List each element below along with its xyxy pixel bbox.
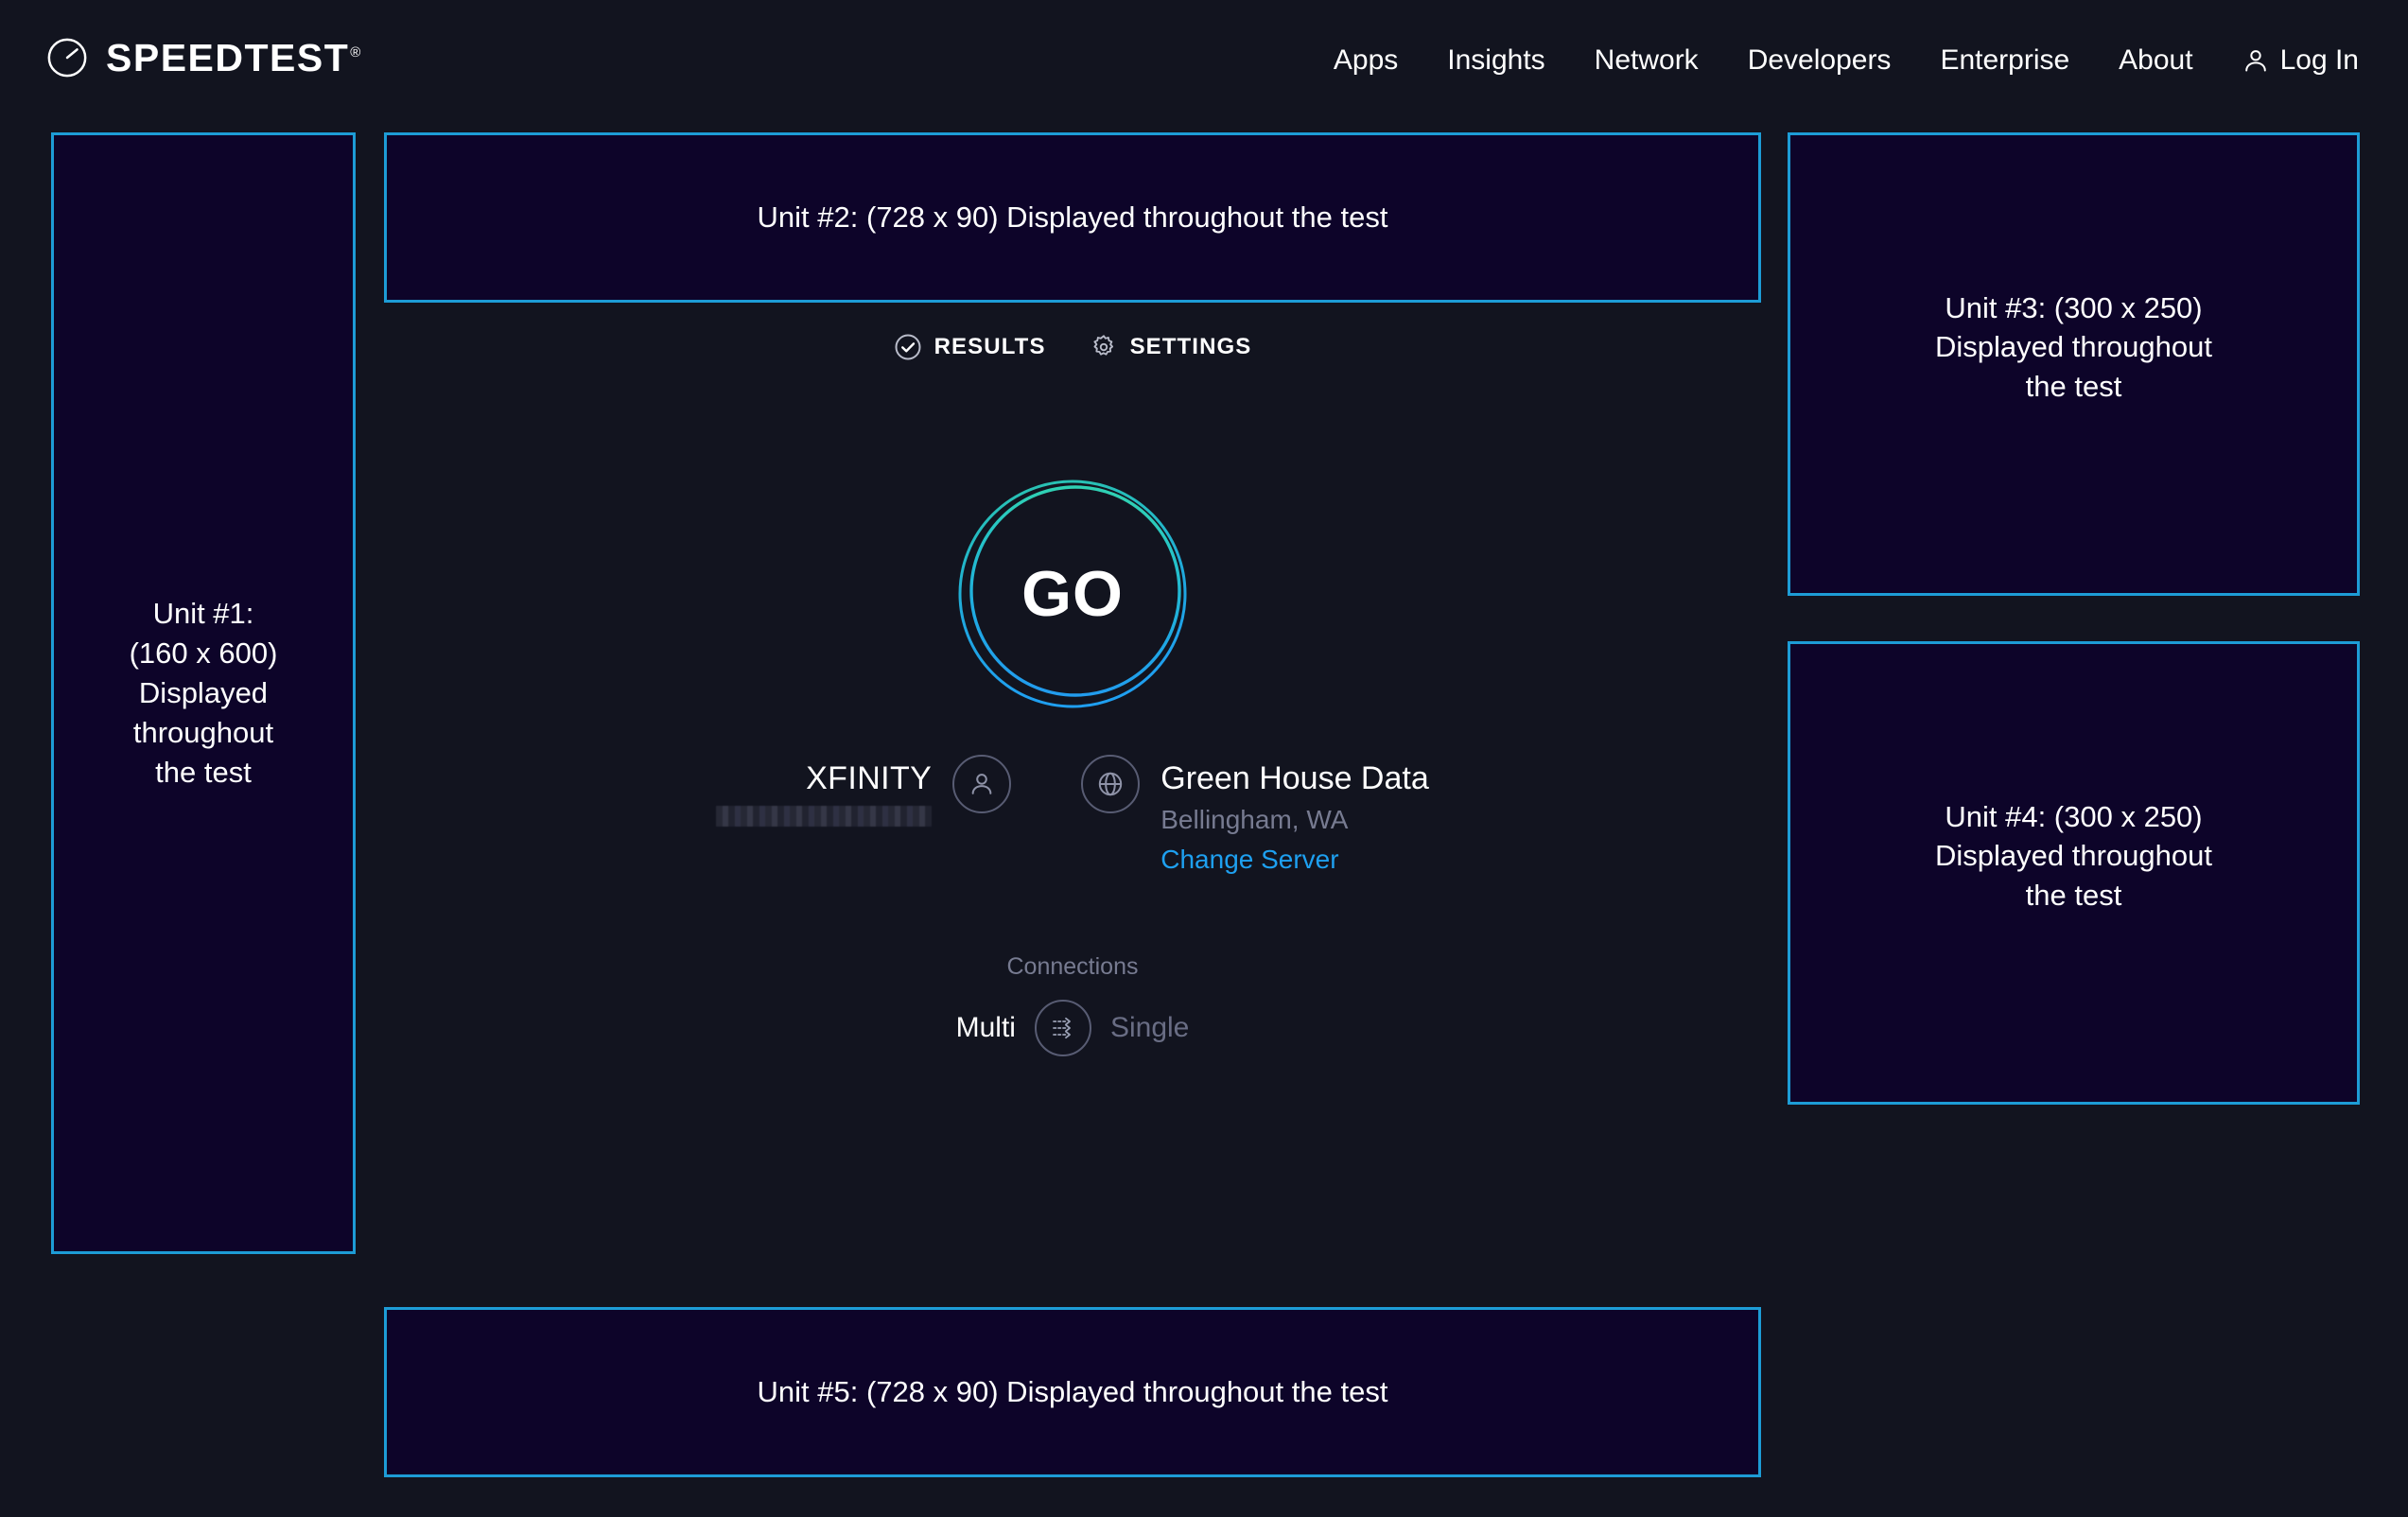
connections-single-option[interactable]: Single	[1109, 1012, 1190, 1043]
ad-unit-5[interactable]: Unit #5: (728 x 90) Displayed throughout…	[384, 1307, 1761, 1477]
main-navigation: Apps Insights Network Developers Enterpr…	[1309, 42, 2359, 79]
ad-unit-4[interactable]: Unit #4: (300 x 250) Displayed throughou…	[1788, 641, 2360, 1105]
action-row: RESULTS SETTINGS	[384, 333, 1761, 361]
connections-section: Connections Multi Sin	[384, 955, 1761, 1056]
ad-unit-1[interactable]: Unit #1: (160 x 600) Displayed throughou…	[51, 132, 356, 1254]
brand-wordmark-text: SPEEDTEST	[106, 35, 350, 79]
results-label: RESULTS	[934, 334, 1046, 359]
gear-icon	[1090, 333, 1118, 361]
server-block[interactable]: Green House Data Bellingham, WA Change S…	[1081, 755, 1429, 875]
isp-name: XFINITY	[806, 760, 933, 796]
speedometer-icon	[45, 36, 89, 79]
brand-wordmark: SPEEDTEST®	[106, 35, 361, 79]
login-label: Log In	[2279, 44, 2359, 76]
nav-item-network[interactable]: Network	[1594, 44, 1699, 76]
registered-trademark-icon: ®	[350, 44, 361, 61]
ad-unit-1-text: Unit #1: (160 x 600) Displayed throughou…	[129, 596, 278, 790]
ad-unit-4-text: Unit #4: (300 x 250) Displayed throughou…	[1935, 799, 2212, 912]
go-button-rings	[958, 480, 1187, 708]
nav-item-developers[interactable]: Developers	[1747, 44, 1892, 76]
globe-circle-icon	[1081, 755, 1141, 813]
arrows-multi-icon	[1047, 1012, 1079, 1044]
go-button[interactable]: GO	[956, 478, 1189, 710]
site-header: SPEEDTEST® Apps Insights Network Develop…	[0, 0, 2408, 131]
isp-ip-address-redacted	[716, 806, 933, 828]
check-circle-icon	[894, 333, 922, 361]
server-name: Green House Data	[1160, 760, 1429, 796]
isp-text: XFINITY	[716, 755, 933, 828]
nav-item-about[interactable]: About	[2119, 44, 2193, 76]
results-button[interactable]: RESULTS	[894, 333, 1046, 361]
connection-info-row: XFINITY	[384, 755, 1761, 875]
settings-label: SETTINGS	[1129, 334, 1252, 359]
speedtest-main-panel: RESULTS SETTINGS	[384, 303, 1761, 1305]
connections-multi-option[interactable]: Multi	[955, 1012, 1016, 1043]
brand-logo[interactable]: SPEEDTEST®	[45, 36, 360, 79]
ad-unit-3-text: Unit #3: (300 x 250) Displayed throughou…	[1935, 290, 2212, 403]
change-server-link[interactable]: Change Server	[1160, 845, 1339, 875]
person-circle-icon	[952, 755, 1012, 813]
connections-toggle: Multi Single	[955, 1000, 1190, 1056]
ad-unit-2[interactable]: Unit #2: (728 x 90) Displayed throughout…	[384, 132, 1761, 303]
ad-unit-3[interactable]: Unit #3: (300 x 250) Displayed throughou…	[1788, 132, 2360, 596]
connections-switch-button[interactable]	[1034, 1000, 1091, 1056]
isp-block[interactable]: XFINITY	[716, 755, 1012, 828]
login-button[interactable]: Log In	[2218, 42, 2359, 79]
nav-item-apps[interactable]: Apps	[1333, 44, 1399, 76]
settings-button[interactable]: SETTINGS	[1090, 333, 1252, 361]
ad-unit-5-text: Unit #5: (728 x 90) Displayed throughout…	[757, 1375, 1388, 1409]
nav-item-insights[interactable]: Insights	[1447, 44, 1545, 76]
server-location: Bellingham, WA	[1160, 805, 1349, 835]
connections-label: Connections	[1006, 953, 1139, 980]
nav-item-enterprise[interactable]: Enterprise	[1940, 44, 2070, 76]
server-text: Green House Data Bellingham, WA Change S…	[1160, 755, 1429, 875]
ad-unit-2-text: Unit #2: (728 x 90) Displayed throughout…	[757, 201, 1388, 235]
person-icon	[2242, 47, 2269, 74]
go-button-label: GO	[1021, 558, 1124, 630]
